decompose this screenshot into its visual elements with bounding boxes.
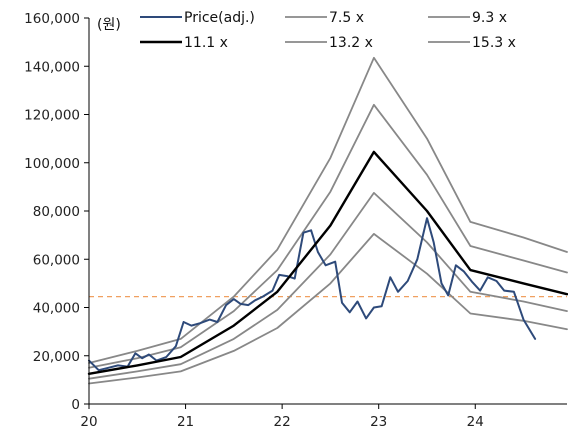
legend: Price(adj.) 7.5 x 9.3 x 11.1 x 13.2 x 15.3 x: [140, 10, 516, 51]
legend-label-price-adj: Price(adj.): [184, 10, 255, 26]
x-ticks-group: 20 21 22 23 24: [80, 404, 484, 430]
y-tick-label: 20,000: [33, 349, 80, 365]
series-line-11-1-x: [87, 150, 568, 375]
legend-label-11-1-x: 11.1 x: [184, 35, 228, 51]
x-tick-label: 21: [177, 414, 194, 430]
legend-label-15-3-x: 15.3 x: [472, 35, 516, 51]
unit-label: (원): [97, 17, 121, 33]
series-line-7-5-x: [88, 233, 568, 385]
legend-label-7-5-x: 7.5 x: [329, 10, 364, 26]
legend-label-9-3-x: 9.3 x: [472, 10, 507, 26]
y-tick-label: 140,000: [24, 59, 80, 75]
y-tick-label: 100,000: [24, 156, 80, 172]
y-tick-label: 60,000: [33, 252, 80, 268]
legend-label-13-2-x: 13.2 x: [329, 35, 373, 51]
y-tick-label: 160,000: [24, 11, 80, 27]
x-tick-label: 23: [370, 414, 387, 430]
x-tick-label: 24: [467, 414, 484, 430]
x-tick-label: 20: [80, 414, 97, 430]
axes-group: [88, 18, 567, 405]
y-tick-label: 0: [71, 397, 80, 413]
y-tick-label: 40,000: [33, 301, 80, 317]
series-line-15-3-x: [88, 56, 568, 364]
y-tick-label: 120,000: [24, 108, 80, 124]
x-tick-label: 22: [274, 414, 291, 430]
y-ticks-group: 0 20,000 40,000 60,000 80,000 100,000 120,000 1…: [24, 11, 89, 413]
series-line-13-2-x: [88, 103, 568, 369]
y-tick-label: 80,000: [33, 204, 80, 220]
series-line-9-3-x: [88, 192, 568, 380]
series-group: [87, 56, 568, 385]
series-line-price-adj: [88, 217, 537, 372]
